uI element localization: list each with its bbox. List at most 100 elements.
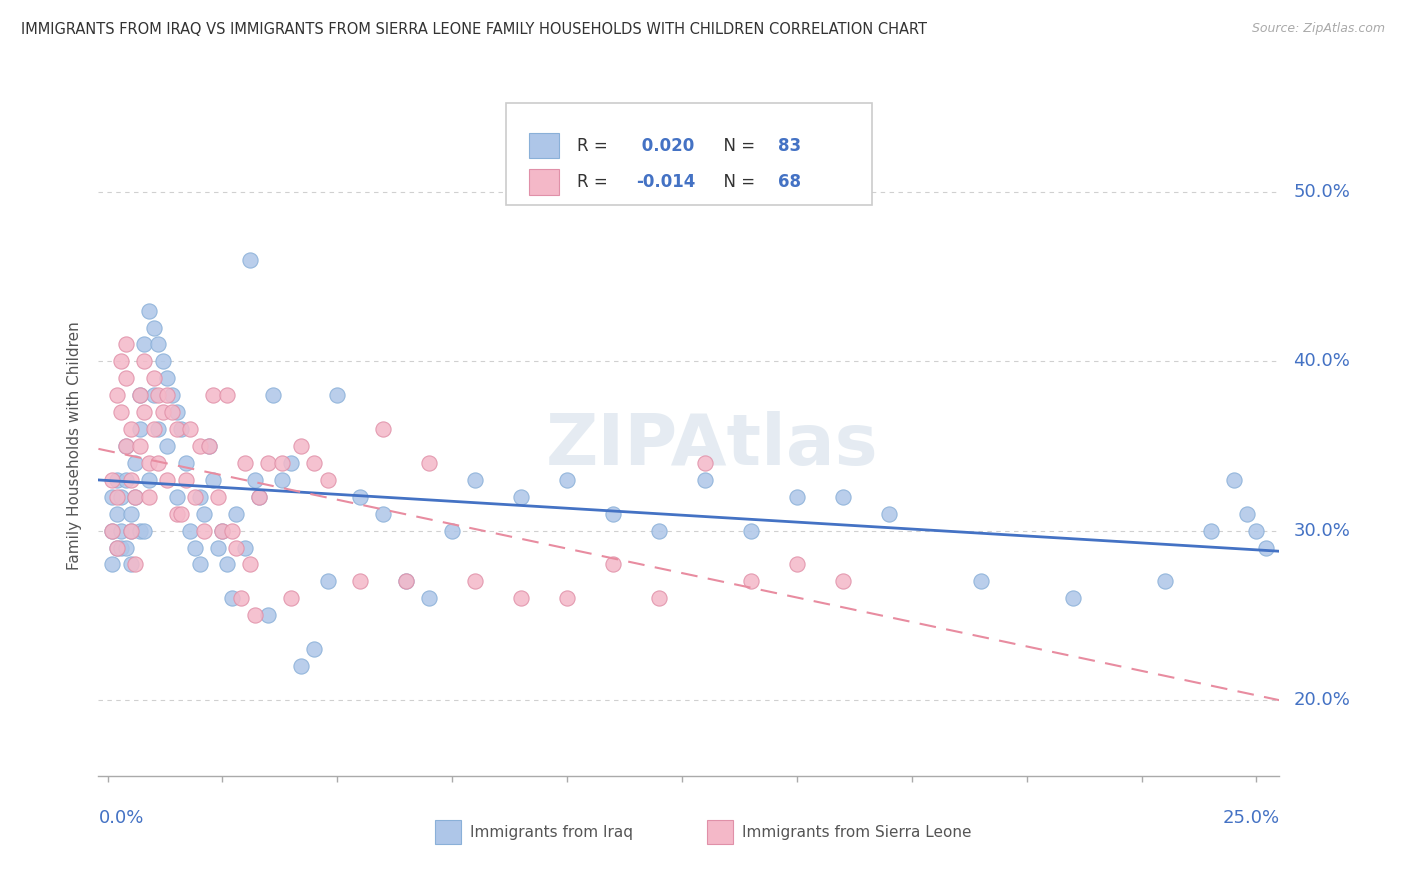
Point xyxy=(740,524,762,538)
Point xyxy=(128,388,150,402)
Point xyxy=(110,354,132,368)
Point xyxy=(648,591,671,606)
Point xyxy=(142,388,165,402)
Point xyxy=(290,659,312,673)
Point xyxy=(217,388,239,402)
Point xyxy=(101,524,124,538)
Point xyxy=(225,507,247,521)
Text: Immigrants from Sierra Leone: Immigrants from Sierra Leone xyxy=(742,824,972,839)
Text: N =: N = xyxy=(713,136,759,154)
Point xyxy=(115,337,138,351)
Point xyxy=(239,558,262,572)
Point xyxy=(786,490,808,504)
Text: 68: 68 xyxy=(778,173,800,191)
Point xyxy=(184,541,207,555)
Point xyxy=(349,490,371,504)
Point xyxy=(120,524,142,538)
Point xyxy=(156,439,179,453)
Point xyxy=(188,490,211,504)
Point xyxy=(1236,507,1258,521)
Point xyxy=(555,473,578,487)
Point xyxy=(156,371,179,385)
Point xyxy=(316,473,339,487)
Point xyxy=(648,524,671,538)
Point xyxy=(211,524,233,538)
Point xyxy=(101,473,124,487)
Point xyxy=(243,473,266,487)
Point xyxy=(120,558,142,572)
Text: 50.0%: 50.0% xyxy=(1294,183,1350,201)
Text: 20.0%: 20.0% xyxy=(1294,691,1350,709)
Point xyxy=(124,490,146,504)
Point xyxy=(124,456,146,470)
Point xyxy=(271,473,294,487)
Point xyxy=(225,541,247,555)
Text: 83: 83 xyxy=(778,136,800,154)
Point xyxy=(142,320,165,334)
Point xyxy=(105,388,128,402)
Point xyxy=(235,541,257,555)
Point xyxy=(831,490,853,504)
Point xyxy=(115,371,138,385)
Point xyxy=(166,405,188,419)
Point xyxy=(120,507,142,521)
Point xyxy=(257,608,280,623)
Point xyxy=(211,524,233,538)
FancyBboxPatch shape xyxy=(434,821,461,844)
Point xyxy=(146,337,169,351)
Point xyxy=(138,473,160,487)
Point xyxy=(115,541,138,555)
Point xyxy=(166,507,188,521)
Point xyxy=(170,507,193,521)
Point xyxy=(602,507,624,521)
Point xyxy=(152,405,174,419)
Point xyxy=(110,541,132,555)
Point xyxy=(115,439,138,453)
Point xyxy=(1062,591,1084,606)
Point xyxy=(221,524,243,538)
Point xyxy=(188,439,211,453)
Point xyxy=(105,541,128,555)
Point xyxy=(202,388,225,402)
Point xyxy=(101,558,124,572)
Point xyxy=(280,591,302,606)
Point xyxy=(184,490,207,504)
Point xyxy=(373,507,395,521)
Point xyxy=(1246,524,1268,538)
Point xyxy=(257,456,280,470)
Point xyxy=(120,524,142,538)
Point xyxy=(138,490,160,504)
Point xyxy=(115,439,138,453)
Point xyxy=(110,524,132,538)
Point xyxy=(101,524,124,538)
Y-axis label: Family Households with Children: Family Households with Children xyxy=(67,322,83,570)
Point xyxy=(441,524,464,538)
FancyBboxPatch shape xyxy=(530,133,560,158)
Point xyxy=(970,574,993,589)
Point xyxy=(124,490,146,504)
Text: IMMIGRANTS FROM IRAQ VS IMMIGRANTS FROM SIERRA LEONE FAMILY HOUSEHOLDS WITH CHIL: IMMIGRANTS FROM IRAQ VS IMMIGRANTS FROM … xyxy=(21,22,927,37)
Point xyxy=(170,422,193,436)
Text: 40.0%: 40.0% xyxy=(1294,352,1350,370)
Point xyxy=(128,422,150,436)
Text: 30.0%: 30.0% xyxy=(1294,522,1350,540)
Text: 0.020: 0.020 xyxy=(636,136,695,154)
Point xyxy=(235,456,257,470)
Point xyxy=(316,574,339,589)
Point xyxy=(152,354,174,368)
Point xyxy=(138,456,160,470)
Point xyxy=(1254,541,1277,555)
Point xyxy=(271,456,294,470)
Point xyxy=(418,591,440,606)
FancyBboxPatch shape xyxy=(506,103,872,205)
Point xyxy=(831,574,853,589)
Point xyxy=(1199,524,1222,538)
Point xyxy=(156,473,179,487)
Point xyxy=(202,473,225,487)
Point xyxy=(188,558,211,572)
Point xyxy=(243,608,266,623)
Text: N =: N = xyxy=(713,173,759,191)
Point xyxy=(207,490,229,504)
Point xyxy=(193,524,215,538)
FancyBboxPatch shape xyxy=(530,169,560,194)
